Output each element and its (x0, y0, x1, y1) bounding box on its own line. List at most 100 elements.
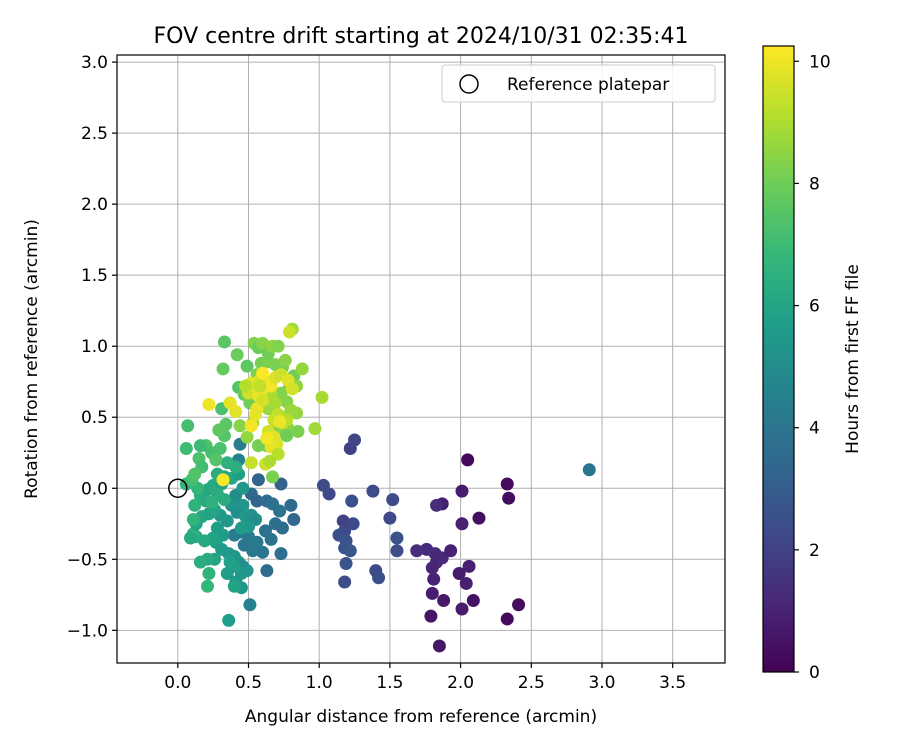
colorbar-ticks: 0 2 4 6 8 10 (794, 52, 831, 683)
data-point (200, 579, 214, 593)
y-tick-label: 1.0 (81, 337, 108, 357)
data-point (227, 579, 241, 593)
data-point (278, 353, 292, 367)
data-point (366, 484, 380, 498)
x-axis-ticks: 0.0 0.5 1.0 1.5 2.0 2.5 3.0 3.5 (164, 663, 686, 693)
legend: Reference platepar (441, 64, 716, 103)
data-point (308, 422, 322, 436)
legend-marker (459, 74, 479, 94)
data-point (181, 419, 195, 433)
data-point (220, 456, 234, 470)
data-point (264, 532, 278, 546)
x-tick-label: 2.0 (447, 673, 474, 693)
data-point (250, 494, 264, 508)
data-point (263, 454, 277, 468)
data-point (427, 572, 441, 586)
data-point (425, 586, 439, 600)
data-point (285, 382, 299, 396)
data-point (260, 432, 274, 446)
y-tick-label: −1.0 (67, 621, 108, 641)
data-point (236, 498, 250, 512)
x-tick-label: 0.0 (164, 673, 191, 693)
y-tick-label: −0.5 (67, 550, 108, 570)
data-point (437, 593, 451, 607)
data-point (266, 470, 280, 484)
data-point (186, 513, 200, 527)
data-point (466, 593, 480, 607)
y-axis-ticks: −1.0 −0.5 0.0 0.5 1.0 1.5 2.0 2.5 3.0 (67, 53, 117, 641)
data-point (251, 473, 265, 487)
x-axis-label: Angular distance from reference (arcmin) (245, 707, 597, 727)
colorbar-gradient (762, 45, 795, 673)
data-point (222, 613, 236, 627)
data-point (502, 491, 516, 505)
data-point (188, 467, 202, 481)
data-point (582, 463, 596, 477)
data-point (243, 598, 257, 612)
data-point (249, 407, 263, 421)
data-point (193, 555, 207, 569)
data-point (236, 481, 250, 495)
data-point (209, 453, 223, 467)
data-point (274, 547, 288, 561)
colorbar-label: Hours from first FF file (843, 264, 863, 454)
data-point (253, 379, 267, 393)
data-point (500, 477, 514, 491)
data-point (444, 544, 458, 558)
data-point (244, 456, 258, 470)
data-point (424, 609, 438, 623)
data-point (432, 639, 446, 653)
data-point (283, 325, 297, 339)
data-point (425, 561, 439, 575)
data-point (237, 538, 251, 552)
legend-label: Reference platepar (507, 75, 669, 95)
data-point (500, 612, 514, 626)
data-point (223, 396, 237, 410)
data-point (462, 559, 476, 573)
y-tick-label: 0.5 (81, 408, 108, 428)
data-point (452, 567, 466, 581)
colorbar-tick-label: 0 (809, 663, 820, 683)
data-point (372, 571, 386, 585)
data-point (239, 379, 253, 393)
data-point (348, 433, 362, 447)
data-point (271, 339, 285, 353)
colorbar: 0 2 4 6 8 10 Hours from first FF file (762, 45, 863, 683)
data-point (217, 493, 231, 507)
data-point (256, 393, 270, 407)
data-point (455, 484, 469, 498)
x-tick-label: 3.0 (588, 673, 615, 693)
data-point (233, 419, 247, 433)
x-tick-label: 3.5 (659, 673, 686, 693)
plot-frame (116, 54, 726, 664)
data-point (216, 473, 230, 487)
data-point (273, 504, 287, 518)
data-point (234, 521, 248, 535)
data-point (338, 575, 352, 589)
grid (117, 55, 725, 663)
data-point (256, 545, 270, 559)
data-point (256, 366, 270, 380)
data-point (213, 441, 227, 455)
y-tick-label: 2.0 (81, 195, 108, 215)
data-point (244, 419, 258, 433)
y-axis-label: Rotation from reference (arcmin) (22, 219, 42, 499)
data-point (430, 498, 444, 512)
data-point (268, 517, 282, 531)
reference-marker (168, 478, 188, 499)
data-point (230, 348, 244, 362)
data-point (512, 598, 526, 612)
colorbar-tick-label: 2 (809, 541, 820, 561)
data-point (287, 513, 301, 527)
data-point (240, 430, 254, 444)
data-point (212, 423, 226, 437)
data-point (284, 498, 298, 512)
data-point (343, 544, 357, 558)
data-point (336, 514, 350, 528)
y-tick-label: 2.5 (81, 124, 108, 144)
colorbar-tick-label: 8 (809, 174, 820, 194)
data-point (273, 415, 287, 429)
data-point (390, 531, 404, 545)
data-point (184, 531, 198, 545)
